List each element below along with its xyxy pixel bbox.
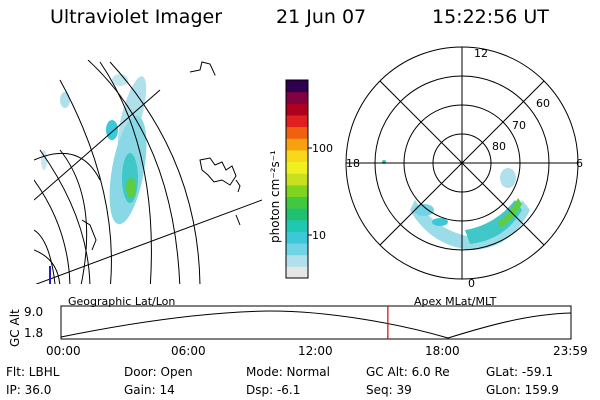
- colorbar-segment: [286, 80, 308, 93]
- status-dsp: Dsp: -6.1: [246, 383, 301, 397]
- colorbar-segment: [286, 243, 308, 256]
- lat-label-60: 60: [536, 97, 550, 110]
- date-label: 21 Jun 07: [276, 6, 367, 28]
- status-gain: Gain: 14: [124, 383, 175, 397]
- status-mode: Mode: Normal: [246, 365, 330, 379]
- time-label: 15:22:56 UT: [432, 6, 549, 28]
- colorbar-segment: [286, 208, 308, 221]
- mlt-label-6: 6: [576, 157, 583, 170]
- status-gc-alt: GC Alt: 6.0 Re: [366, 365, 450, 379]
- colorbar-segment: [286, 219, 308, 232]
- colorbar-segment: [286, 266, 308, 279]
- instrument-title: Ultraviolet Imager: [50, 6, 223, 28]
- strip-xtick-4: 23:59: [553, 344, 588, 358]
- strip-xtick-2: 12:00: [298, 344, 333, 358]
- status-seq: Seq: 39: [366, 383, 412, 397]
- colorbar-segment: [286, 184, 308, 197]
- mlt-label-12: 12: [474, 47, 488, 60]
- polar-grid: [345, 46, 579, 280]
- colorbar-segment: [286, 126, 308, 139]
- strip-xtick-1: 06:00: [171, 344, 206, 358]
- colorbar-segment: [286, 149, 308, 163]
- mlt-label-18: 18: [346, 157, 360, 170]
- colorbar-segment: [286, 231, 308, 244]
- altitude-curve: [60, 310, 572, 339]
- geo-grid: [34, 60, 262, 284]
- colorbar-segment: [286, 91, 308, 104]
- strip-xtick-3: 18:00: [425, 344, 460, 358]
- colorbar-segment: [286, 196, 308, 209]
- mlt-label-0: 0: [468, 277, 475, 290]
- colorbar-segment: [286, 254, 308, 267]
- colorbar-segment: [286, 103, 308, 116]
- strip-left-label: Geographic Lat/Lon: [68, 295, 176, 308]
- colorbar-frame: [285, 79, 309, 279]
- colorbar-segment: [286, 161, 308, 174]
- colorbar-segment: [286, 114, 308, 128]
- status-ip: IP: 36.0: [6, 383, 52, 397]
- status-glat: GLat: -59.1: [486, 365, 553, 379]
- lat-label-70: 70: [512, 119, 526, 132]
- colorbar-segment: [286, 173, 308, 186]
- status-glon: GLon: 159.9: [486, 383, 559, 397]
- aurora-emission-polar: [382, 160, 530, 250]
- strip-right-label: Apex MLat/MLT: [414, 295, 497, 308]
- lat-label-80: 80: [492, 140, 506, 153]
- strip-ytick-low: 1.8: [24, 326, 44, 340]
- strip-xtick-0: 00:00: [46, 344, 81, 358]
- status-flt: Flt: LBHL: [6, 365, 60, 379]
- status-door: Door: Open: [124, 365, 193, 379]
- colorbar-tick-100: 100: [312, 142, 333, 155]
- colorbar-segment: [286, 138, 308, 151]
- strip-ytick-high: 9.0: [24, 305, 44, 319]
- colorbar-tick-10: 10: [312, 229, 326, 242]
